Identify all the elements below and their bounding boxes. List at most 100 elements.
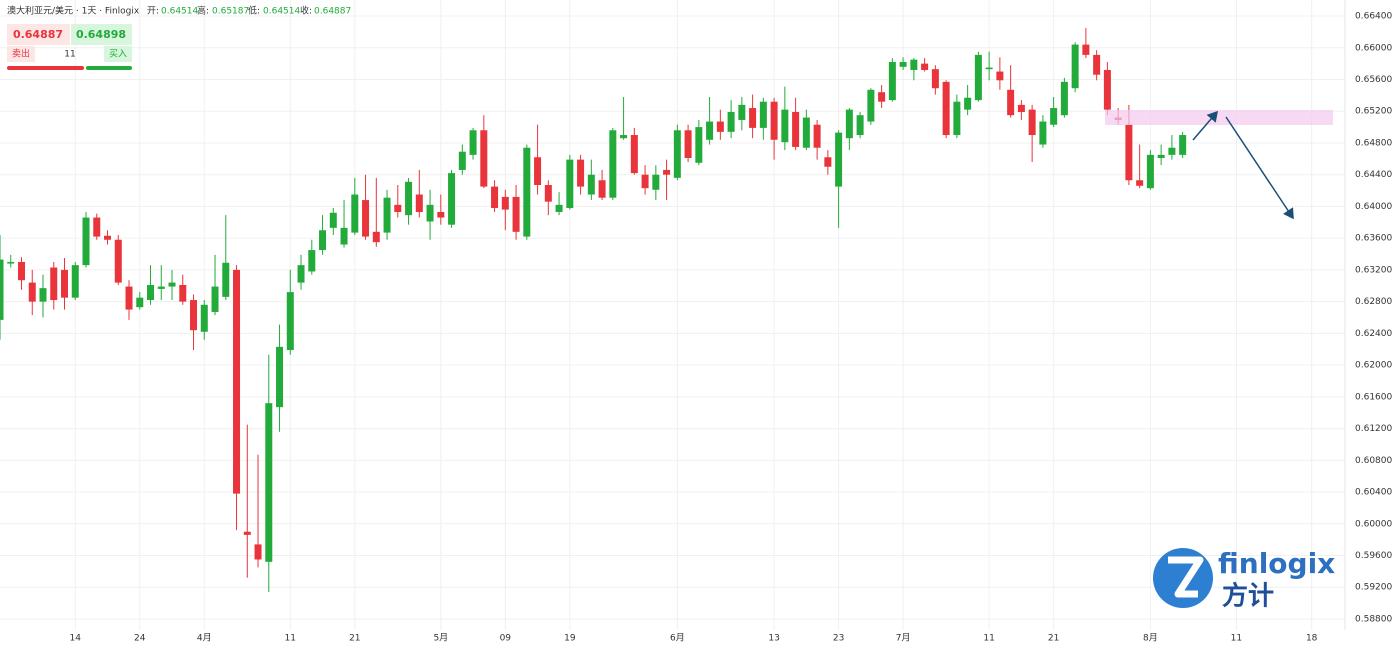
sell-button[interactable] xyxy=(7,46,35,62)
candle-body xyxy=(695,127,703,163)
candle-body xyxy=(953,101,961,136)
candle-body xyxy=(1157,154,1165,159)
candle-body xyxy=(243,531,251,535)
arrow xyxy=(1225,116,1294,220)
x-tick-label: 11 xyxy=(983,634,994,644)
x-tick-label: 21 xyxy=(1048,634,1059,644)
x-tick-label: 21 xyxy=(349,634,360,644)
y-tick-label: 0.64400 xyxy=(1355,170,1392,180)
candle-body xyxy=(222,262,230,297)
candle-body xyxy=(480,130,488,187)
candle-body xyxy=(265,403,273,562)
close-label: 收: xyxy=(300,5,312,17)
candle-body xyxy=(1146,154,1154,189)
candle-body xyxy=(555,204,563,212)
candle-body xyxy=(200,304,208,332)
candle-body xyxy=(1060,81,1068,116)
candle-body xyxy=(104,235,112,240)
candle-body xyxy=(329,212,337,228)
candle-body xyxy=(964,97,972,110)
buy-button[interactable] xyxy=(104,46,132,62)
arrow xyxy=(1192,110,1218,141)
x-tick-label: 18 xyxy=(1306,634,1318,644)
candle-body xyxy=(1071,44,1079,89)
candle-body xyxy=(824,157,832,167)
candle-body xyxy=(1028,109,1036,136)
y-tick-label: 0.66400 xyxy=(1355,12,1392,22)
candle-body xyxy=(340,227,348,245)
candle-body xyxy=(362,200,370,237)
y-tick-label: 0.59200 xyxy=(1355,583,1392,593)
x-tick-label: 23 xyxy=(833,634,844,644)
candle-body xyxy=(276,346,284,408)
x-tick-label: 7月 xyxy=(896,633,911,644)
candle-body xyxy=(813,124,821,148)
y-tick-label: 0.63200 xyxy=(1355,265,1392,275)
candle-body xyxy=(974,54,982,101)
candle-body xyxy=(458,151,466,170)
candle-body xyxy=(168,282,176,287)
candle-body xyxy=(888,62,896,101)
candle-body xyxy=(1179,135,1187,155)
candle-body xyxy=(996,71,1004,81)
candle-body xyxy=(82,217,90,266)
x-tick-label: 19 xyxy=(564,634,576,644)
candle-body xyxy=(673,130,681,178)
candle-body xyxy=(706,121,714,140)
candle-body xyxy=(1103,69,1111,110)
candle-body xyxy=(372,231,380,243)
candle-body xyxy=(18,261,26,281)
candle-body xyxy=(544,185,552,202)
logo-name: finlogix xyxy=(1218,547,1335,580)
y-tick-label: 0.58800 xyxy=(1355,614,1392,624)
candle-body xyxy=(598,180,606,198)
candle-body xyxy=(190,300,198,331)
candle-body xyxy=(716,121,724,132)
y-tick-label: 0.64000 xyxy=(1355,202,1392,212)
y-tick-label: 0.61200 xyxy=(1355,424,1392,434)
candle-body xyxy=(770,101,778,140)
candle-body xyxy=(759,101,767,128)
candle-body xyxy=(71,265,79,298)
candle-body xyxy=(534,157,542,186)
candle-body xyxy=(114,239,122,283)
buy-label: 买入 xyxy=(109,49,127,60)
buy-box[interactable] xyxy=(71,24,132,45)
candle-body xyxy=(630,135,638,174)
candle-body xyxy=(61,269,69,298)
candle-body xyxy=(394,204,402,212)
x-tick-label: 11 xyxy=(285,634,296,644)
candle-body xyxy=(845,109,853,139)
y-tick-label: 0.62400 xyxy=(1355,329,1392,339)
candle-body xyxy=(254,544,262,560)
y-tick-label: 0.60400 xyxy=(1355,488,1392,498)
candle-body xyxy=(921,63,929,70)
candle-body xyxy=(147,284,155,301)
buy-bar xyxy=(86,66,132,70)
candle-body xyxy=(383,197,391,233)
candle-body xyxy=(727,112,735,132)
x-tick-label: 11 xyxy=(1231,634,1242,644)
y-tick-label: 0.59600 xyxy=(1355,551,1392,561)
candle-body xyxy=(802,117,810,148)
candle-body xyxy=(1039,121,1047,145)
candle-body xyxy=(405,181,413,216)
candle-body xyxy=(867,89,875,122)
candle-body xyxy=(28,282,36,302)
y-tick-label: 0.66000 xyxy=(1355,43,1392,53)
candle-body xyxy=(93,217,101,237)
candle-body xyxy=(652,174,660,190)
y-tick-label: 0.63600 xyxy=(1355,234,1392,244)
sell-box[interactable] xyxy=(7,24,70,45)
candle-body xyxy=(7,261,15,264)
candle-body xyxy=(1082,44,1090,55)
close-value: 0.64887 xyxy=(314,7,351,17)
candle-body xyxy=(286,292,294,351)
candle-body xyxy=(792,112,800,147)
candle-body xyxy=(415,194,423,212)
high-label: 高: xyxy=(197,5,209,17)
sell-price: 0.64887 xyxy=(13,28,63,41)
candle-body xyxy=(308,250,316,272)
candles xyxy=(0,27,1187,592)
